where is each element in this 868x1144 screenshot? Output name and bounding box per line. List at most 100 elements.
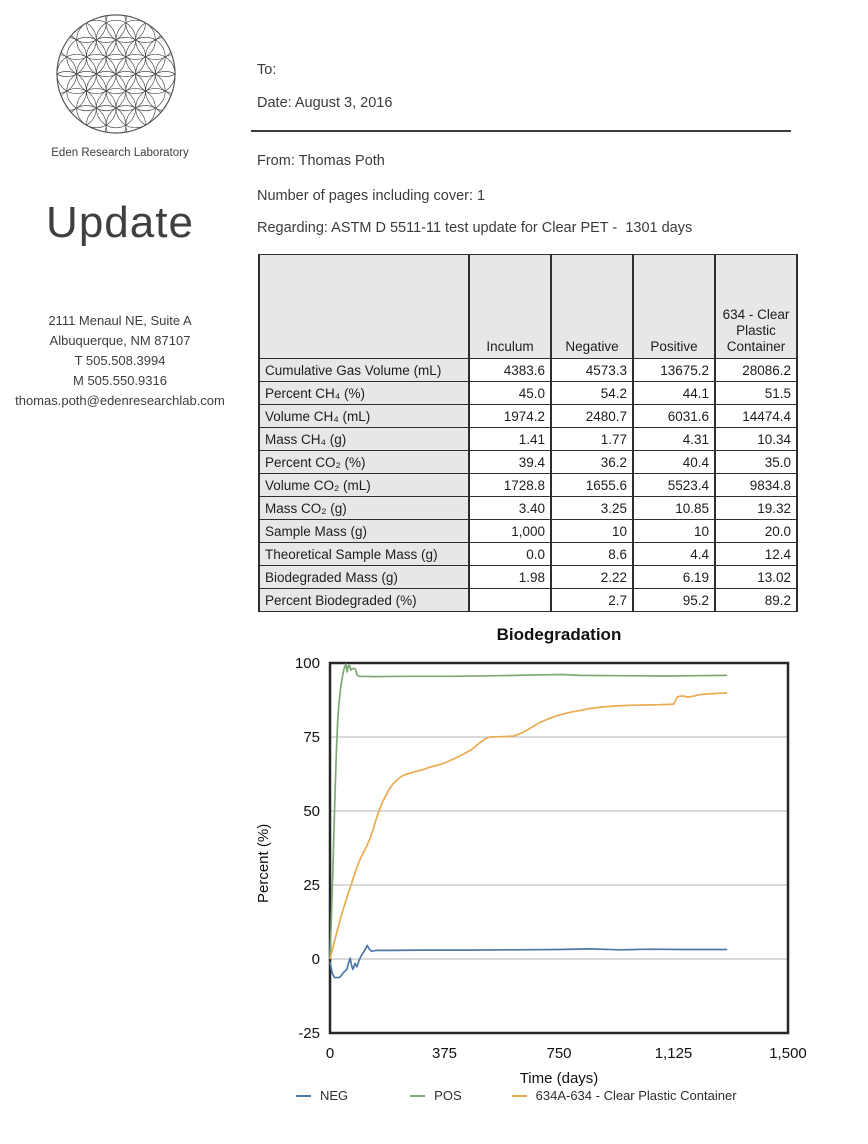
y-axis-tick-label: 0	[312, 951, 320, 968]
legend-label: NEG	[320, 1088, 349, 1103]
table-cell: 4573.3	[550, 358, 634, 382]
table-row: Percent Biodegraded (%) 2.7 95.2 89.2	[258, 588, 798, 612]
table-row: Mass CH₄ (g) 1.41 1.77 4.31 10.34	[258, 427, 798, 451]
address-line: M 505.550.9316	[73, 373, 167, 388]
legend-dash-icon	[296, 1094, 311, 1097]
memo-date-line: Date: August 3, 2016	[257, 95, 393, 111]
table-cell: 4383.6	[468, 358, 552, 382]
x-axis-tick-label: 750	[546, 1045, 571, 1062]
table-cell: 1.98	[468, 565, 552, 589]
memo-from-line: From: Thomas Poth	[257, 153, 385, 169]
table-row: Volume CH₄ (mL) 1974.2 2480.7 6031.6 14474.4	[258, 404, 798, 428]
table-cell: 1.77	[550, 427, 634, 451]
series-line-634A-634	[329, 692, 728, 960]
legend-label: POS	[434, 1088, 462, 1103]
row-label: Mass CO₂ (g)	[258, 496, 470, 520]
memo-divider	[251, 130, 791, 132]
org-name: Eden Research Laboratory	[51, 147, 189, 159]
x-axis-tick-label: 375	[432, 1045, 457, 1062]
memo-to-line: To:	[257, 62, 277, 78]
memo-regarding-line: Regarding: ASTM D 5511-11 test update fo…	[257, 220, 693, 236]
table-cell: 0.0	[468, 542, 552, 566]
letterhead-column: Eden Research Laboratory Update 2111 Men…	[0, 0, 240, 1144]
table-row: Percent CH₄ (%) 45.0 54.2 44.1 51.5	[258, 381, 798, 405]
table-cell: 3.25	[550, 496, 634, 520]
row-label: Percent CH₄ (%)	[258, 381, 470, 405]
table-cell: 6031.6	[632, 404, 716, 428]
row-label: Theoretical Sample Mass (g)	[258, 542, 470, 566]
row-label: Percent CO₂ (%)	[258, 450, 470, 474]
table-cell: 1728.8	[468, 473, 552, 497]
table-cell: 20.0	[714, 519, 798, 543]
table-row: Sample Mass (g) 1,000 10 10 20.0	[258, 519, 798, 543]
table-cell: 36.2	[550, 450, 634, 474]
address-line: 2111 Menaul NE, Suite A	[48, 313, 192, 328]
address-line: T 505.508.3994	[74, 353, 166, 368]
column-header: Negative	[550, 254, 634, 359]
series-line-NEG	[329, 944, 728, 979]
x-axis-tick-label: 0	[326, 1045, 334, 1062]
results-table-body: Cumulative Gas Volume (mL) 4383.6 4573.3 13…	[258, 358, 798, 612]
table-cell: 10.34	[714, 427, 798, 451]
masthead-title: Update	[46, 198, 194, 247]
x-axis-tick-label: 1,125	[655, 1045, 693, 1062]
table-cell: 13.02	[714, 565, 798, 589]
biodegradation-chart: 100 75 50 25 0 -25 0 375 750 1,125 1,500 Time (days…	[255, 655, 807, 1087]
table-cell: 19.32	[714, 496, 798, 520]
address-block: 2111 Menaul NE, Suite A Albuquerque, NM 8…	[0, 311, 240, 411]
legend-label: 634A-634 - Clear Plastic Container	[535, 1088, 737, 1103]
table-row: Percent CO₂ (%) 39.4 36.2 40.4 35.0	[258, 450, 798, 474]
table-cell: 1.41	[468, 427, 552, 451]
table-cell: 40.4	[632, 450, 716, 474]
table-cell: 5523.4	[632, 473, 716, 497]
column-header	[258, 254, 470, 359]
table-cell: 1974.2	[468, 404, 552, 428]
table-cell: 1,000	[468, 519, 552, 543]
table-cell: 13675.2	[632, 358, 716, 382]
table-cell: 9834.8	[714, 473, 798, 497]
row-label: Mass CH₄ (g)	[258, 427, 470, 451]
row-label: Volume CO₂ (mL)	[258, 473, 470, 497]
legend-item-POS: POS	[410, 1088, 462, 1103]
table-cell: 44.1	[632, 381, 716, 405]
row-label: Sample Mass (g)	[258, 519, 470, 543]
column-header: Positive	[632, 254, 716, 359]
chart-title: Biodegradation	[496, 625, 622, 644]
y-axis-tick-label: 25	[303, 877, 320, 894]
flower-of-life-icon	[52, 10, 180, 138]
table-cell: 8.6	[550, 542, 634, 566]
column-header: 634 - Clear Plastic Container	[714, 254, 798, 359]
table-cell: 4.4	[632, 542, 716, 566]
chart-legend: NEG POS 634A-634 - Clear Plastic Container	[296, 1088, 816, 1103]
memo-pages-line: Number of pages including cover: 1	[257, 188, 486, 204]
table-row: Cumulative Gas Volume (mL) 4383.6 4573.3 13…	[258, 358, 798, 382]
legend-item-NEG: NEG	[296, 1088, 348, 1103]
results-table: Inculum Negative Positive 634 - Clear Plast…	[258, 254, 798, 612]
table-row: Mass CO₂ (g) 3.40 3.25 10.85 19.32	[258, 496, 798, 520]
table-cell: 54.2	[550, 381, 634, 405]
plot-frame	[328, 661, 790, 1035]
y-axis-tick-label: -25	[298, 1025, 320, 1042]
table-row: Volume CO₂ (mL) 1728.8 1655.6 5523.4 9834.8	[258, 473, 798, 497]
y-axis-tick-label: 75	[303, 729, 320, 746]
table-cell: 2.22	[550, 565, 634, 589]
address-line: thomas.poth@edenresearchlab.com	[15, 393, 225, 408]
table-cell: 2480.7	[550, 404, 634, 428]
table-cell: 6.19	[632, 565, 716, 589]
table-row: Biodegraded Mass (g) 1.98 2.22 6.19 13.02	[258, 565, 798, 589]
x-axis-label: Time (days)	[520, 1070, 599, 1087]
table-cell: 2.7	[550, 588, 634, 612]
y-axis-tick-label: 100	[295, 655, 320, 672]
table-cell: 45.0	[468, 381, 552, 405]
table-cell: 12.4	[714, 542, 798, 566]
table-cell: 28086.2	[714, 358, 798, 382]
table-cell: 14474.4	[714, 404, 798, 428]
legend-dash-icon	[511, 1094, 527, 1097]
table-cell	[468, 588, 552, 612]
y-axis-label: Percent (%)	[255, 824, 272, 903]
table-cell: 10.85	[632, 496, 716, 520]
table-cell: 1655.6	[550, 473, 634, 497]
table-cell: 3.40	[468, 496, 552, 520]
row-label: Biodegraded Mass (g)	[258, 565, 470, 589]
